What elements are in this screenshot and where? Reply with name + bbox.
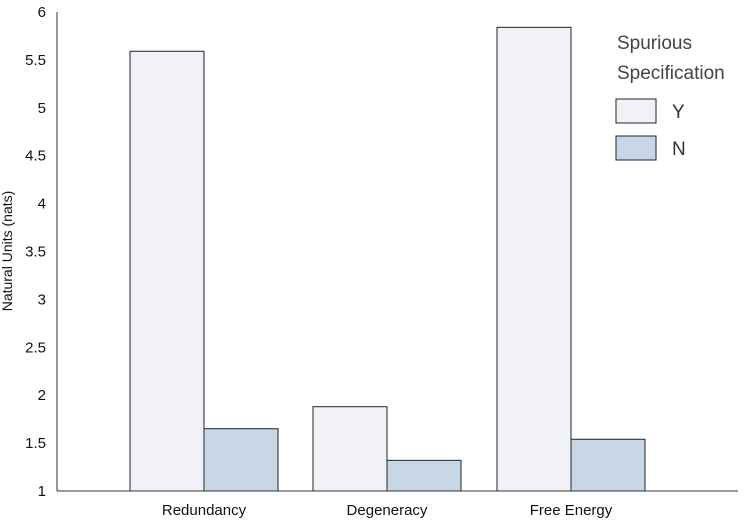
legend-swatch-y [615,98,657,124]
x-category-label: Redundancy [162,502,247,519]
legend-title-line-2: Specification [617,63,725,84]
bar-n-redundancy [203,428,279,492]
bar-n-free-energy [570,438,646,492]
y-tick-label: 3.5 [25,244,46,261]
bar-n-degeneracy [386,459,462,492]
y-tick-label: 3 [38,291,46,308]
x-category-label: Degeneracy [347,502,428,519]
legend-label-n: N [672,139,686,160]
y-axis-title: Natural Units (nats) [0,191,15,312]
bar-y-redundancy [129,50,205,492]
legend-title-line-1: Spurious [617,33,692,54]
legend-swatch-n [615,135,657,161]
category-labels-group: Redundancy Degeneracy Free Energy [162,502,613,519]
y-tick-label: 4 [38,196,46,213]
y-tick-label: 6 [38,4,46,21]
y-tick-label: 5 [38,100,46,117]
axes-group [56,12,738,492]
y-tick-label: 1.5 [25,435,46,452]
y-tick-label: 5.5 [25,52,46,69]
y-tick-label: 2.5 [25,339,46,356]
x-category-label: Free Energy [530,502,613,519]
bar-y-free-energy [496,26,572,492]
y-tick-label: 2 [38,387,46,404]
bars-group [129,26,646,492]
bar-y-degeneracy [312,406,388,492]
y-tick-label: 1 [38,483,46,500]
y-ticks-group: 1 1.5 2 2.5 3 3.5 4 4.5 5 5.5 6 [25,4,46,500]
legend-label-y: Y [672,102,685,123]
legend: Spurious Specification Y N [615,33,725,161]
y-tick-label: 4.5 [25,148,46,165]
